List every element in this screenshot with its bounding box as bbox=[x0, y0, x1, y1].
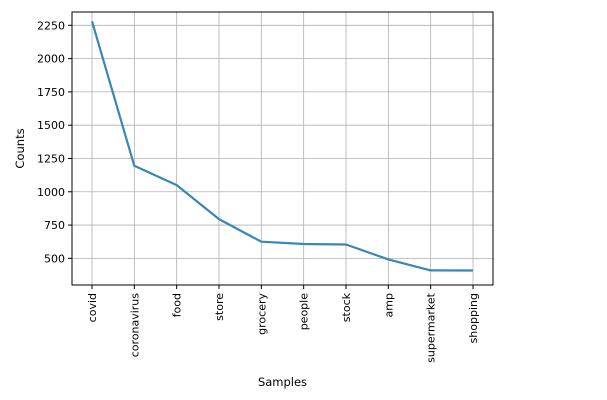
x-tick-label: stock bbox=[340, 292, 353, 322]
y-tick-label: 1500 bbox=[37, 119, 65, 132]
x-tick-label: coronavirus bbox=[128, 293, 141, 358]
y-tick-label: 1000 bbox=[37, 186, 65, 199]
y-tick-label: 750 bbox=[44, 219, 65, 232]
y-tick-label: 2000 bbox=[37, 53, 65, 66]
x-tick-label: people bbox=[298, 293, 311, 331]
y-axis-ticks: 500 750 1000 1250 1500 1750 2000 2250 bbox=[37, 19, 72, 265]
y-tick-label: 2250 bbox=[37, 19, 65, 32]
y-tick-label: 500 bbox=[44, 252, 65, 265]
x-axis-label: Samples bbox=[258, 375, 307, 389]
x-tick-label: grocery bbox=[255, 293, 268, 335]
y-axis-label: Counts bbox=[13, 128, 27, 168]
y-tick-label: 1750 bbox=[37, 86, 65, 99]
x-tick-label: food bbox=[171, 293, 184, 317]
x-tick-label: amp bbox=[382, 293, 395, 317]
plot-frame bbox=[71, 11, 494, 286]
series-line bbox=[90, 20, 474, 272]
x-tick-label: covid bbox=[86, 293, 99, 322]
y-tick-label: 1250 bbox=[37, 152, 65, 165]
x-tick-label: store bbox=[213, 293, 226, 321]
grid bbox=[72, 12, 493, 285]
x-tick-label: supermarket bbox=[425, 292, 438, 363]
x-axis-ticks: covid coronavirus food store grocery people st… bbox=[86, 285, 480, 363]
series-layer bbox=[90, 20, 474, 272]
x-tick-label: shopping bbox=[467, 293, 480, 343]
